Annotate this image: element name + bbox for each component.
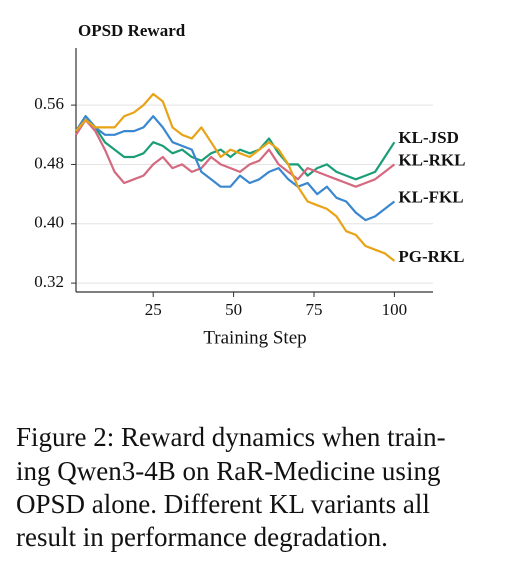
x-tick-label: 50 (225, 300, 242, 319)
x-tick-label: 75 (306, 300, 323, 319)
caption-line: Figure 2: Reward dynamics when train- (16, 422, 446, 452)
series-line (75, 92, 396, 262)
series-label: KL-RKL (398, 150, 465, 169)
x-axis-label: Training Step (203, 327, 306, 348)
caption-line: ing Qwen3-4B on RaR-Medicine using (16, 456, 440, 486)
caption-line: OPSD alone. Different KL variants all (16, 489, 430, 519)
y-tick-label: 0.48 (34, 153, 64, 172)
y-tick-label: 0.32 (34, 272, 64, 291)
x-tick-label: 100 (382, 300, 408, 319)
x-tick-label: 25 (145, 300, 162, 319)
series-label: PG-RKL (398, 247, 464, 266)
series-line (75, 115, 396, 222)
series-label: KL-JSD (398, 128, 458, 147)
series-line (75, 115, 396, 181)
y-tick-label: 0.40 (34, 213, 64, 232)
y-tick-label: 0.56 (34, 94, 64, 113)
series-line (75, 118, 396, 188)
series-label: KL-FKL (398, 187, 463, 206)
caption-line: result in performance degradation. (16, 522, 388, 552)
chart-title: OPSD Reward (78, 21, 186, 40)
